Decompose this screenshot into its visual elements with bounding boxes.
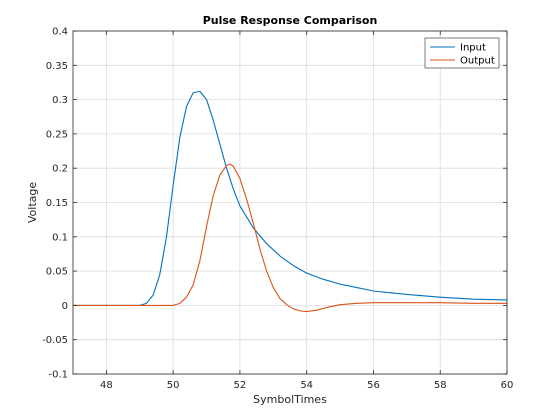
legend-entry-output: Output — [460, 56, 495, 67]
y-tick-label: 0.4 — [52, 27, 68, 38]
y-tick-label: 0.25 — [46, 129, 68, 140]
y-tick-label: 0.05 — [46, 267, 68, 278]
legend-box — [424, 37, 500, 69]
y-axis-label: Voltage — [26, 182, 39, 223]
series-line-input — [73, 90, 508, 306]
x-tick-label: 50 — [167, 380, 180, 391]
series-layer — [73, 90, 508, 313]
y-tick-label: 0.1 — [52, 232, 68, 243]
axis-ticks: 48 50 52 54 56 58 60 -0.1 -0.05 0 0.05 0.1 0.15 0.2 0.… — [42, 27, 513, 392]
x-tick-label: 56 — [367, 380, 380, 391]
legend: Input Output — [424, 37, 500, 69]
y-tick-label: 0.2 — [52, 164, 68, 175]
y-tick-label: 0.35 — [46, 61, 68, 72]
x-axis-label: SymbolTimes — [253, 393, 327, 406]
x-tick-label: 58 — [434, 380, 447, 391]
x-tick-label: 60 — [501, 380, 514, 391]
x-tick-label: 52 — [234, 380, 247, 391]
x-tick-label: 54 — [300, 380, 313, 391]
y-tick-label: -0.05 — [42, 335, 68, 346]
y-tick-label: 0 — [62, 301, 68, 312]
legend-entry-input: Input — [460, 43, 486, 54]
y-tick-label: 0.3 — [52, 95, 68, 106]
y-tick-label: -0.1 — [48, 370, 68, 381]
x-tick-label: 48 — [100, 380, 113, 391]
series-line-output — [73, 163, 507, 313]
chart-title: Pulse Response Comparison — [203, 14, 378, 27]
y-tick-label: 0.15 — [46, 198, 68, 209]
